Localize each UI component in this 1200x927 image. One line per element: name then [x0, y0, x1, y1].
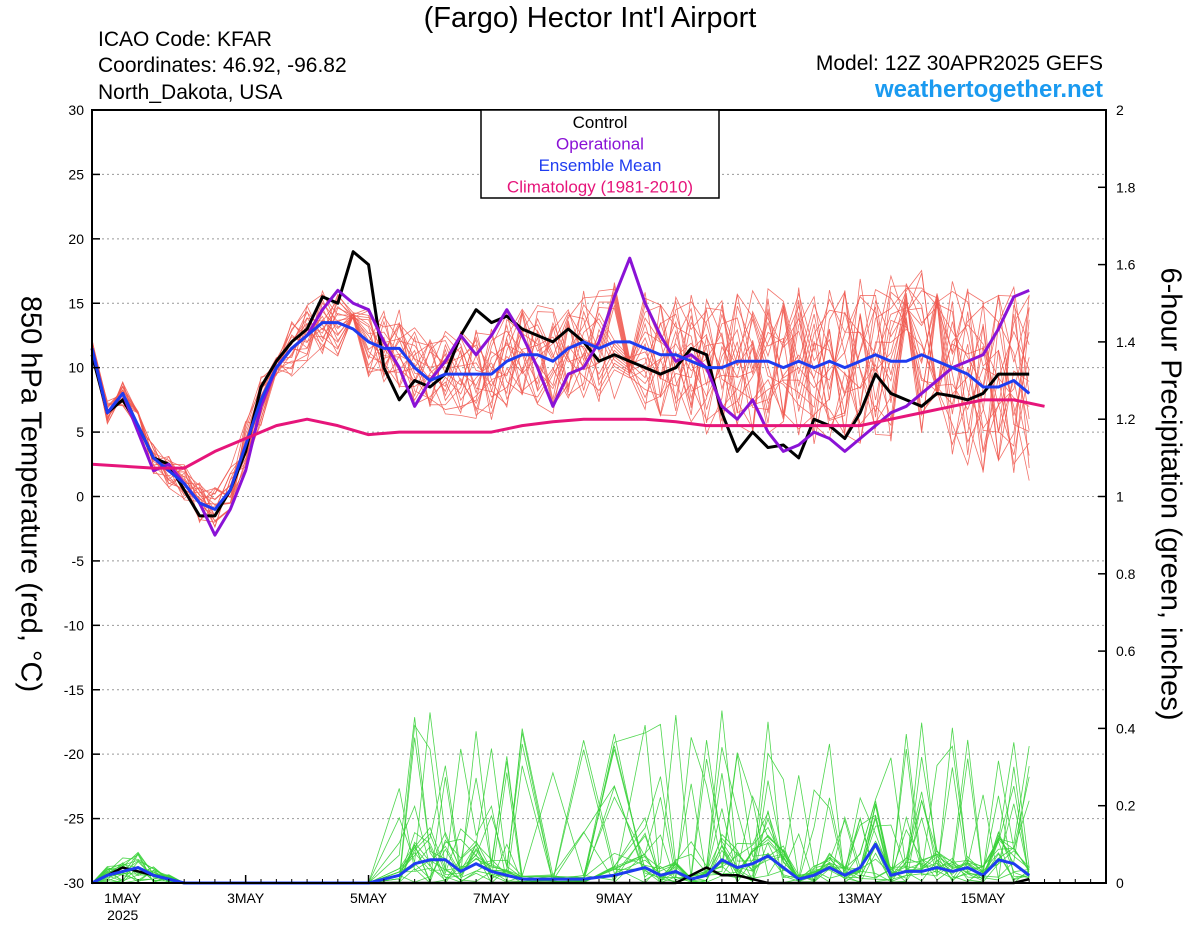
- legend-entry: Ensemble Mean: [539, 156, 662, 175]
- operational-left-line: [90, 256, 1030, 537]
- axis-ticks: 302520151050-5-10-15-20-25-3021.81.61.41…: [64, 102, 1136, 923]
- site-label: weathertogether.net: [874, 76, 1103, 103]
- legend: Control Operational Ensemble Mean Climatolo…: [480, 109, 720, 199]
- y-left-tick-label: 10: [68, 360, 84, 376]
- model-label: Model: 12Z 30APR2025 GEFS: [815, 52, 1103, 75]
- icao-code: ICAO Code: KFAR: [98, 28, 272, 51]
- climatology-1981-2010--left-line: [91, 398, 1045, 470]
- y-right-tick-label: 0: [1116, 875, 1124, 891]
- y-right-tick-label: 0.2: [1116, 798, 1136, 814]
- y-right-tick-label: 1.6: [1116, 257, 1136, 273]
- x-tick-label: 15MAY: [961, 890, 1007, 906]
- x-tick-label: 13MAY: [838, 890, 884, 906]
- y-left-tick-label: -20: [64, 746, 84, 762]
- y-left-tick-label: -30: [64, 875, 84, 891]
- temp-member-line: [91, 285, 1030, 522]
- y-left-tick-label: 15: [68, 295, 84, 311]
- x-year-label: 2025: [107, 907, 138, 923]
- y-right-tick-label: 1.2: [1116, 411, 1136, 427]
- region: North_Dakota, USA: [98, 81, 283, 104]
- coordinates: Coordinates: 46.92, -96.82: [98, 54, 347, 77]
- y-left-tick-label: -15: [64, 682, 84, 698]
- x-tick-label: 3MAY: [227, 890, 265, 906]
- x-tick-label: 1MAY: [104, 890, 142, 906]
- precip-member-line: [91, 724, 1030, 884]
- precip-member-line: [91, 710, 1030, 884]
- y-left-tick-label: 25: [68, 166, 84, 182]
- legend-entry: Operational: [556, 135, 644, 154]
- legend-box: [480, 109, 720, 199]
- temp-member-line: [91, 291, 1030, 498]
- y-right-tick-label: 0.8: [1116, 566, 1136, 582]
- chart-title: (Fargo) Hector Int'l Airport: [423, 2, 757, 34]
- x-tick-label: 5MAY: [350, 890, 388, 906]
- temp-member-line: [91, 290, 1030, 523]
- y-left-tick-label: -5: [72, 553, 85, 569]
- y-right-tick-label: 0.4: [1116, 720, 1136, 736]
- y-right-tick-label: 2: [1116, 102, 1124, 118]
- y-left-tick-label: -10: [64, 617, 84, 633]
- temp-member-line: [91, 290, 1030, 495]
- temp-member-line: [91, 287, 1030, 501]
- y-left-tick-label: 20: [68, 231, 84, 247]
- y-right-tick-label: 0.6: [1116, 643, 1136, 659]
- legend-entry: Climatology (1981-2010): [507, 178, 693, 197]
- y-left-tick-label: -25: [64, 811, 84, 827]
- y-left-tick-label: 30: [68, 102, 84, 118]
- y-right-tick-label: 1: [1116, 489, 1124, 505]
- legend-entry: Control: [573, 113, 628, 132]
- y-left-tick-label: 5: [76, 424, 84, 440]
- y-right-tick-label: 1.8: [1116, 179, 1136, 195]
- y-right-tick-label: 1.4: [1116, 334, 1136, 350]
- grid-lines: [92, 173, 1106, 820]
- y-left-tick-label: 0: [76, 489, 84, 505]
- ensemble-members: [91, 269, 1030, 884]
- x-tick-label: 11MAY: [715, 890, 759, 906]
- precip-member-line: [91, 717, 1030, 884]
- x-tick-label: 9MAY: [596, 890, 634, 906]
- x-tick-label: 7MAY: [473, 890, 511, 906]
